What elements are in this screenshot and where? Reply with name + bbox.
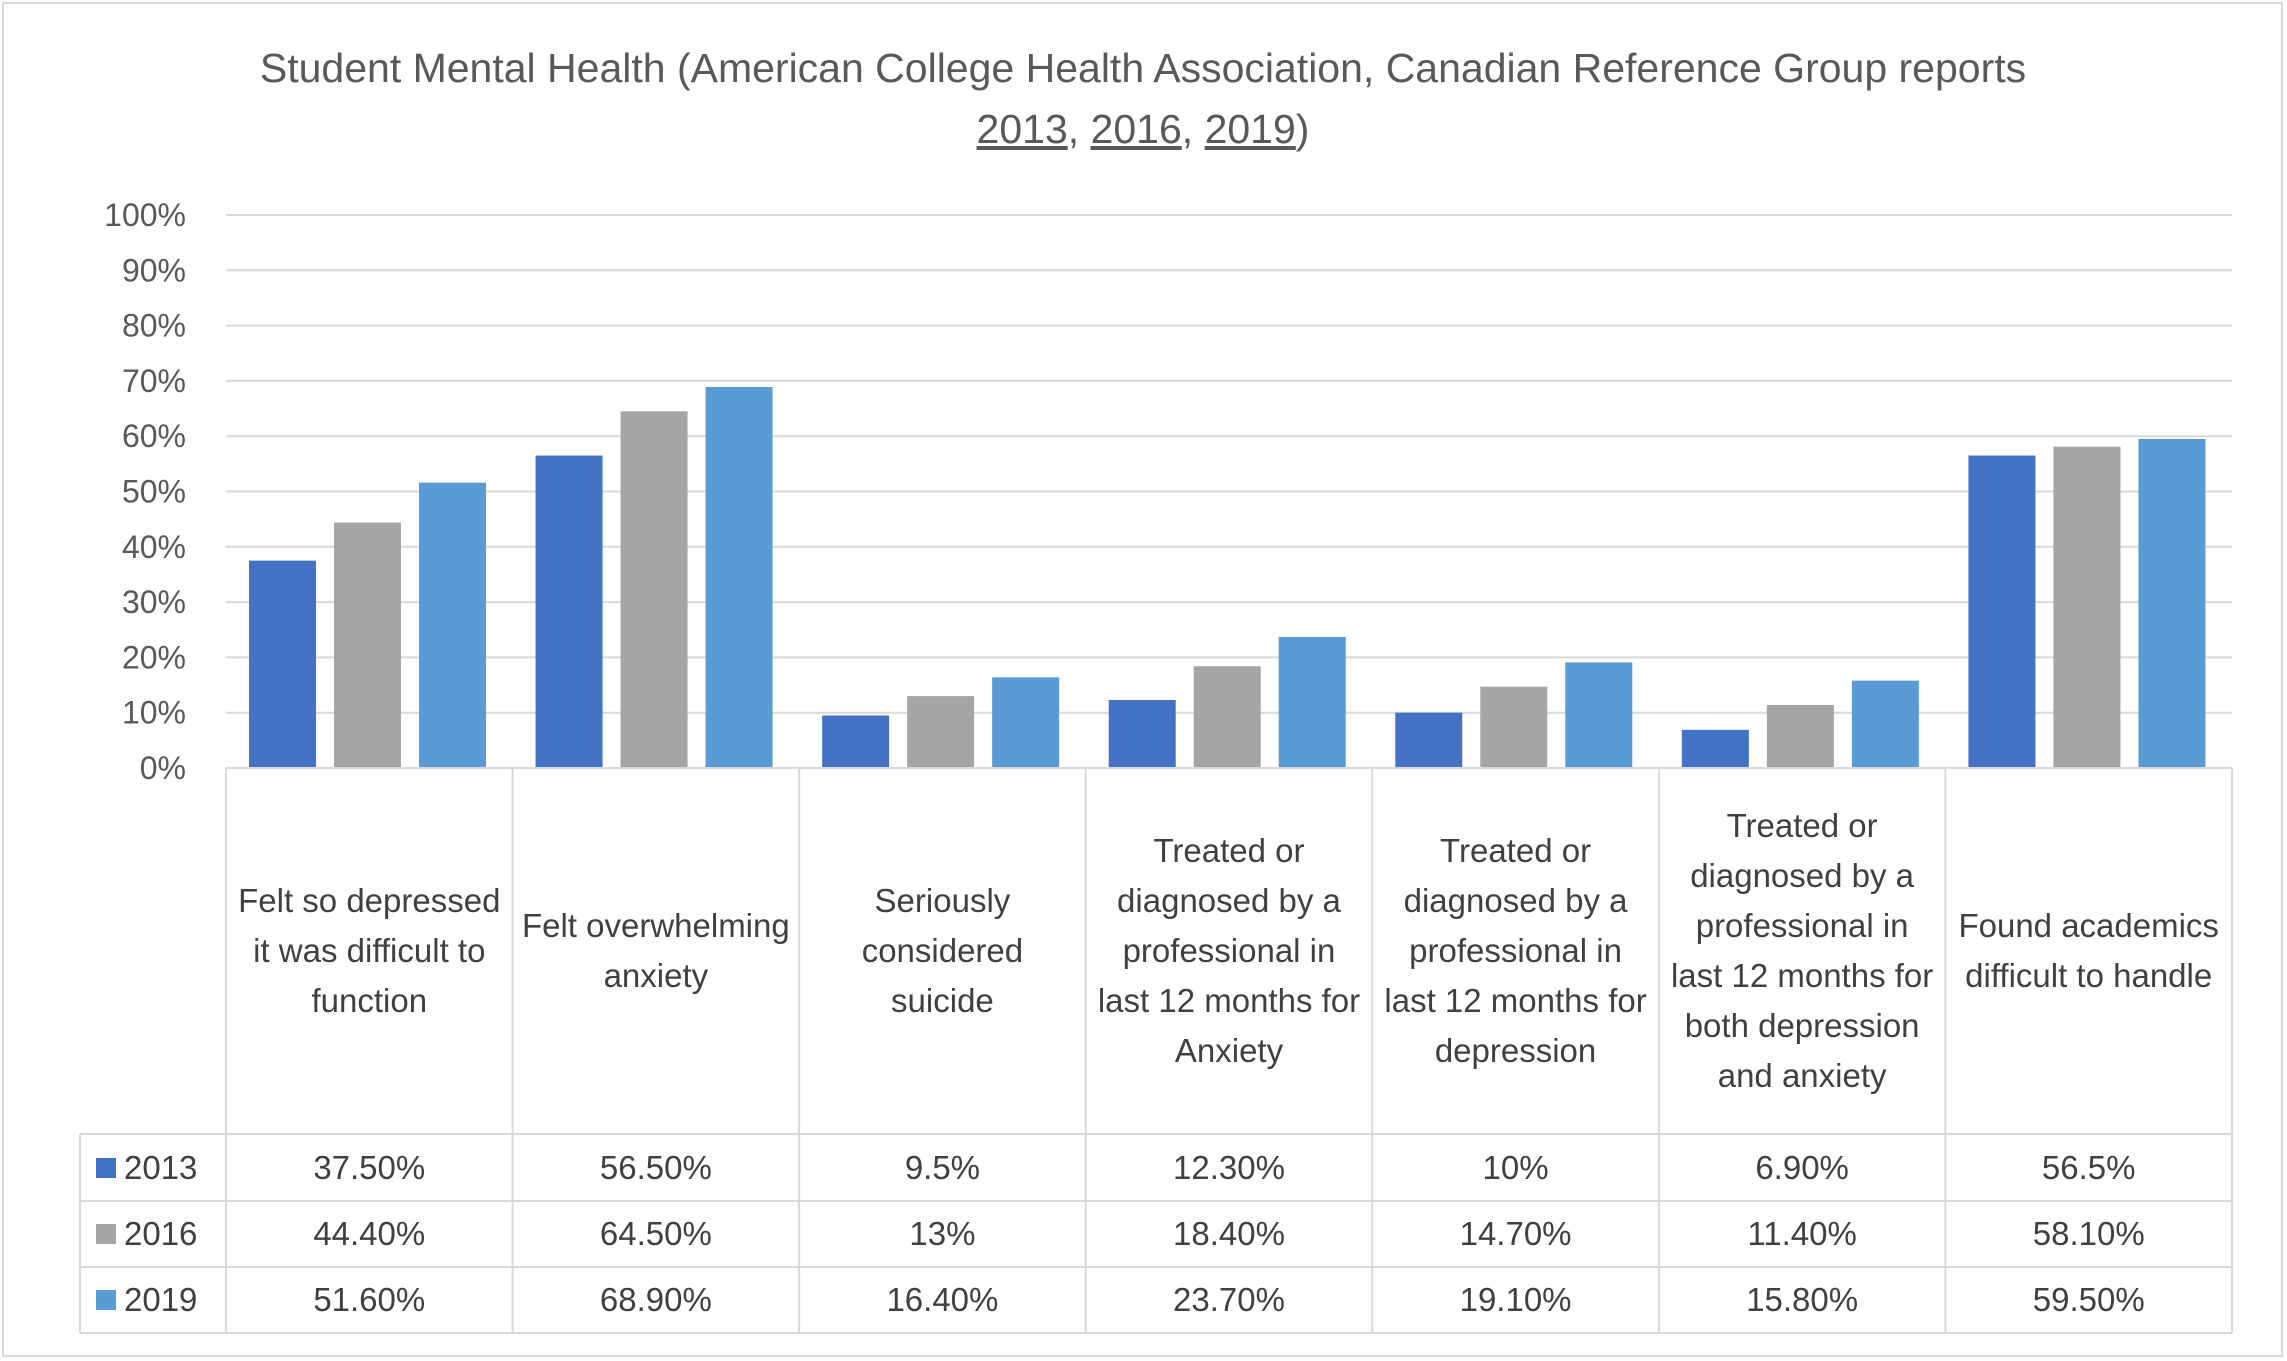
bar-2019 [1278,636,1346,768]
link-2016[interactable]: 2016 [1090,106,1182,152]
data-label: 58.10% [2032,1215,2145,1252]
bar-2019 [1851,680,1919,768]
category-label: Treated or diagnosed by a professional i… [1384,832,1647,1069]
y-tick-label: 20% [122,639,186,675]
bar-2013 [1108,699,1176,768]
legend-entry-2016: 2016 [80,1201,197,1267]
data-label: 51.60% [313,1281,426,1318]
bar-2019 [992,677,1060,768]
bar-2019 [419,482,486,768]
data-label: 9.5% [904,1148,981,1186]
data-label: 56.50% [599,1148,712,1186]
bar-2016 [1766,704,1834,768]
data-label: 12.30% [1173,1148,1285,1186]
bar-2013 [1395,712,1463,768]
data-label: 37.50% [313,1148,426,1186]
bar-2016 [1480,686,1548,768]
legend-key-icon [96,1157,116,1178]
data-label: 64.50% [599,1215,712,1252]
category-label: Treated or diagnosed by a professional i… [1097,832,1361,1069]
bar-2016 [620,411,688,768]
y-tick-label: 60% [122,418,186,454]
title-sep: , [1067,106,1091,152]
category-label: Found academics difficult to handle [1958,907,2219,994]
data-label: 13% [909,1215,976,1252]
legend-label: 2016 [124,1215,198,1252]
data-label: 11.40% [1747,1215,1857,1252]
chart-title: Student Mental Health (American College … [243,38,2043,160]
bar-2013 [1681,729,1749,768]
y-tick-label: 10% [122,695,186,731]
title-sep: , [1181,106,1205,152]
y-tick-label: 40% [122,529,186,565]
data-label: 6.90% [1755,1148,1849,1186]
bar-2019 [1565,662,1633,768]
bar-2019 [705,386,773,768]
title-prefix: Student Mental Health (American College … [259,45,2027,91]
legend-label: 2019 [124,1281,198,1318]
data-label: 10% [1482,1148,1549,1186]
link-2013[interactable]: 2013 [976,106,1068,152]
bar-2013 [249,560,316,768]
bar-2013 [822,715,890,768]
category-label: Seriously considered suicide [861,882,1024,1019]
data-label: 19.10% [1459,1281,1572,1318]
y-tick-label: 90% [122,252,186,288]
y-tick-label: 70% [122,363,186,399]
data-label: 15.80% [1746,1281,1859,1318]
data-label: 14.70% [1459,1215,1572,1252]
y-tick-label: 0% [140,750,186,786]
y-tick-label: 80% [122,308,186,344]
title-suffix: ) [1295,106,1310,152]
y-tick-label: 30% [122,584,186,620]
data-label: 68.90% [599,1281,712,1318]
data-label: 16.40% [886,1281,999,1318]
data-label: 56.5% [2041,1148,2136,1186]
data-label: 59.50% [2032,1281,2145,1318]
category-label: Felt so depressed it was difficult to fu… [238,882,501,1019]
legend-entry-2019: 2019 [80,1267,197,1333]
legend-label: 2013 [124,1148,198,1186]
bar-2013 [1968,455,2036,768]
legend-entry-2013: 2013 [80,1134,197,1201]
data-label: 44.40% [313,1215,426,1252]
bar-2016 [334,522,401,768]
legend-key-icon [96,1290,116,1310]
category-label: Treated or diagnosed by a professional i… [1670,807,1934,1094]
bar-2016 [1193,666,1261,768]
bar-2016 [2053,446,2121,768]
category-label: Felt overwhelming anxiety [521,907,790,994]
data-label: 23.70% [1173,1281,1285,1318]
y-tick-label: 100% [104,197,186,233]
bar-2016 [907,696,975,768]
legend-key-icon [96,1224,116,1244]
y-tick-label: 50% [122,474,186,510]
bar-2019 [2138,438,2206,768]
link-2019[interactable]: 2019 [1204,106,1296,152]
bar-2013 [535,455,603,768]
data-label: 18.40% [1173,1215,1285,1252]
